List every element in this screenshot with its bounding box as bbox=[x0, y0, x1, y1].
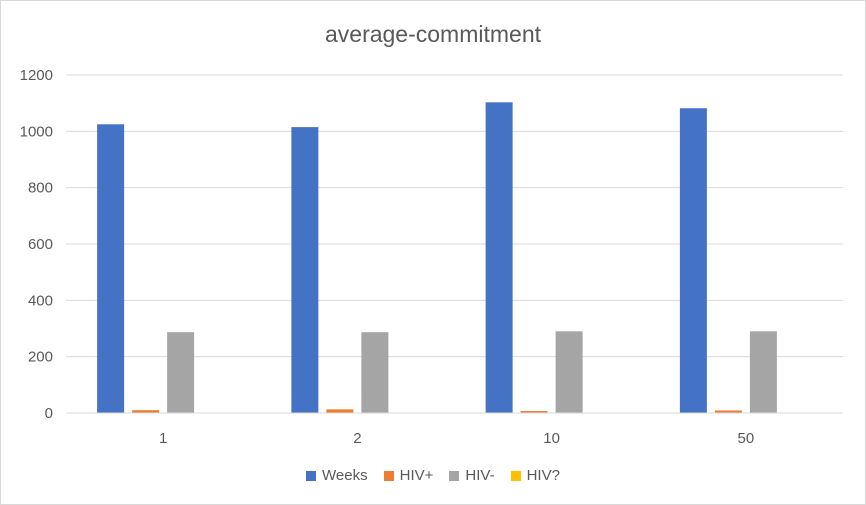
y-tick-label: 800 bbox=[28, 180, 53, 197]
bar-hiv--10 bbox=[520, 411, 548, 413]
y-tick-label: 1000 bbox=[20, 123, 53, 140]
y-tick-label: 600 bbox=[28, 236, 53, 253]
y-tick-label: 1200 bbox=[20, 67, 53, 84]
x-tick-label: 10 bbox=[543, 430, 560, 447]
bar-hiv--50 bbox=[749, 331, 777, 413]
bar-weeks-2 bbox=[291, 127, 319, 413]
y-tick-label: 400 bbox=[28, 292, 53, 309]
legend-item: HIV+ bbox=[383, 467, 434, 484]
legend-swatch bbox=[449, 470, 460, 481]
bar-weeks-1 bbox=[97, 124, 125, 414]
legend-label: HIV+ bbox=[399, 467, 434, 484]
bar-hiv--2 bbox=[326, 409, 354, 413]
chart-title: average-commitment bbox=[324, 21, 542, 47]
legend-item: HIV? bbox=[510, 467, 560, 484]
bar-hiv--1 bbox=[167, 332, 195, 413]
legend-swatch bbox=[510, 470, 521, 481]
legend-label: HIV- bbox=[465, 467, 495, 484]
x-tick-label: 2 bbox=[353, 430, 361, 447]
x-tick-label: 50 bbox=[738, 430, 755, 447]
y-tick-label: 0 bbox=[45, 405, 53, 422]
legend-swatch bbox=[383, 470, 394, 481]
bar-weeks-50 bbox=[679, 108, 707, 413]
bar-hiv--1 bbox=[132, 410, 160, 413]
bar-hiv--10 bbox=[555, 331, 583, 413]
x-tick-label: 1 bbox=[159, 430, 167, 447]
bar-hiv--2 bbox=[361, 332, 389, 413]
legend: Weeks HIV+ HIV- HIV? bbox=[1, 467, 865, 484]
y-tick-label: 200 bbox=[28, 349, 53, 366]
legend-item: Weeks bbox=[306, 467, 368, 484]
legend-label: Weeks bbox=[322, 467, 368, 484]
legend-swatch bbox=[306, 470, 317, 481]
legend-label: HIV? bbox=[526, 467, 560, 484]
legend-item: HIV- bbox=[449, 467, 495, 484]
bar-weeks-10 bbox=[485, 102, 513, 414]
bar-hiv--50 bbox=[714, 410, 742, 413]
plot-area: 0 200 400 600 800 1000 1200 1 2 10 50 bbox=[20, 67, 843, 447]
